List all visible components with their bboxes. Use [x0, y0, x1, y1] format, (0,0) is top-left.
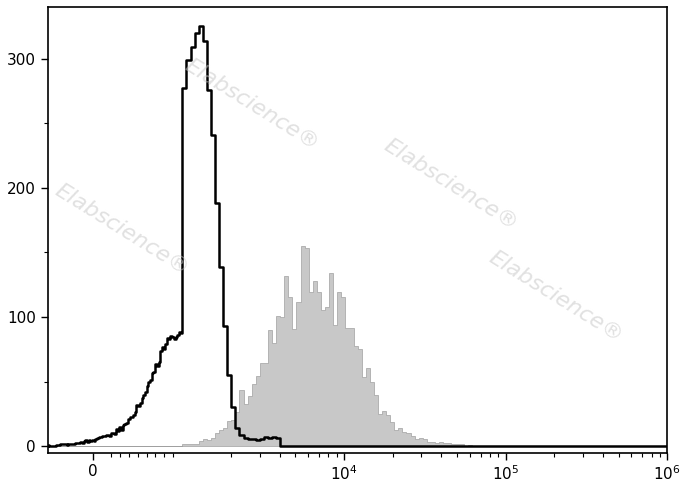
Text: Elabscience®: Elabscience®	[52, 180, 193, 279]
Polygon shape	[47, 246, 667, 446]
Text: Elabscience®: Elabscience®	[485, 247, 626, 346]
Text: Elabscience®: Elabscience®	[182, 56, 323, 154]
Text: Elabscience®: Elabscience®	[380, 136, 521, 235]
